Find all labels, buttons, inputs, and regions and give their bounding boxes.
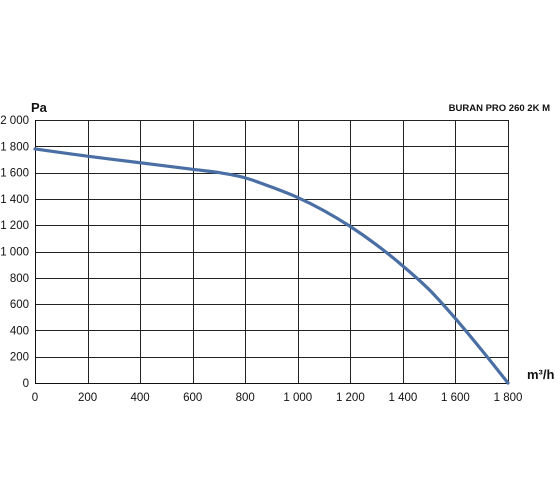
x-tick-label: 200 [78, 392, 97, 404]
x-axis-label: m³/h [527, 367, 555, 382]
y-tick-label: 1 400 [0, 194, 29, 206]
x-tick-label: 1 400 [388, 392, 417, 404]
y-tick-label: 400 [10, 325, 29, 337]
y-tick-label: 1 200 [0, 220, 29, 232]
x-tick-label: 1 200 [336, 392, 365, 404]
performance-curve [33, 147, 510, 385]
y-tick-label: 1 600 [0, 168, 29, 180]
y-tick-label: 600 [10, 299, 29, 311]
x-tick-label: 400 [131, 392, 150, 404]
y-axis-label: Pa [31, 100, 48, 115]
x-tick-label: 1 600 [441, 392, 470, 404]
x-tick-label: 600 [183, 392, 202, 404]
x-tick-label: 0 [32, 392, 38, 404]
y-tick-label: 1 800 [0, 141, 29, 153]
y-tick-label: 2 000 [0, 115, 29, 127]
y-tick-label: 1 000 [0, 247, 29, 259]
grid-lines [35, 120, 509, 383]
y-tick-label: 800 [10, 273, 29, 285]
y-tick-label: 200 [10, 352, 29, 364]
chart-title: BURAN PRO 260 2K M [449, 103, 550, 114]
x-tick-label: 1 800 [494, 392, 523, 404]
x-tick-label: 800 [236, 392, 255, 404]
y-tick-label: 0 [23, 378, 29, 390]
x-tick-label: 1 000 [283, 392, 312, 404]
